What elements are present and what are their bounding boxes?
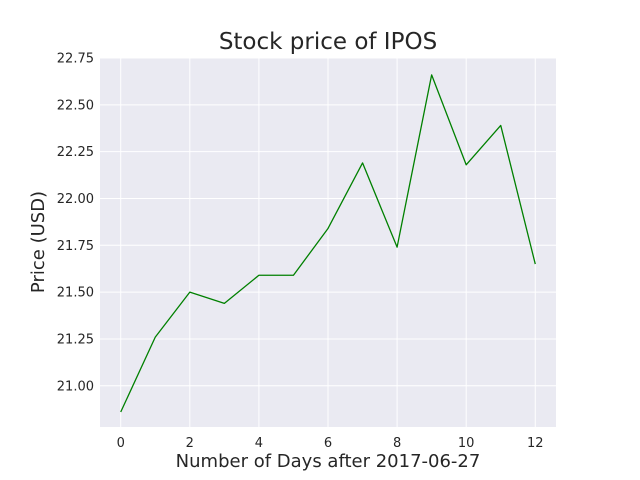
y-axis-ticks: 21.00 21.25 21.50 21.75 22.00 22.25 22.50 22.75 bbox=[57, 52, 94, 395]
chart-title: Stock price of IPOS bbox=[219, 29, 437, 55]
x-tick-label: 0 bbox=[117, 436, 125, 451]
y-tick-label: 22.25 bbox=[57, 145, 94, 160]
y-tick-label: 22.00 bbox=[57, 192, 94, 207]
x-tick-label: 10 bbox=[458, 436, 475, 451]
y-tick-label: 21.50 bbox=[57, 286, 94, 301]
y-axis-label: Price (USD) bbox=[28, 191, 49, 293]
x-tick-label: 12 bbox=[527, 436, 544, 451]
x-axis-label: Number of Days after 2017-06-27 bbox=[176, 451, 481, 472]
y-tick-label: 21.25 bbox=[57, 332, 94, 347]
series-group bbox=[120, 74, 536, 413]
y-tick-label: 22.75 bbox=[57, 52, 94, 67]
x-tick-label: 6 bbox=[324, 436, 332, 451]
y-tick-label: 21.75 bbox=[57, 239, 94, 254]
series-line bbox=[120, 74, 536, 413]
y-tick-label: 21.00 bbox=[57, 379, 94, 394]
x-tick-label: 2 bbox=[186, 436, 194, 451]
grid bbox=[100, 57, 556, 427]
x-tick-label: 4 bbox=[255, 436, 263, 451]
x-axis-ticks: 0 2 4 6 8 10 12 bbox=[117, 436, 544, 451]
x-tick-label: 8 bbox=[393, 436, 401, 451]
y-tick-label: 22.50 bbox=[57, 98, 94, 113]
